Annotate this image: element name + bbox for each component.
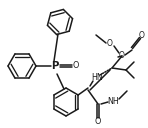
Text: NH: NH xyxy=(107,97,119,105)
Text: O: O xyxy=(73,61,79,71)
Text: O: O xyxy=(107,40,113,49)
Text: O: O xyxy=(95,118,101,126)
Text: P: P xyxy=(51,61,59,71)
Text: O: O xyxy=(119,51,125,61)
Text: O: O xyxy=(139,30,145,40)
Text: HN: HN xyxy=(91,73,103,83)
